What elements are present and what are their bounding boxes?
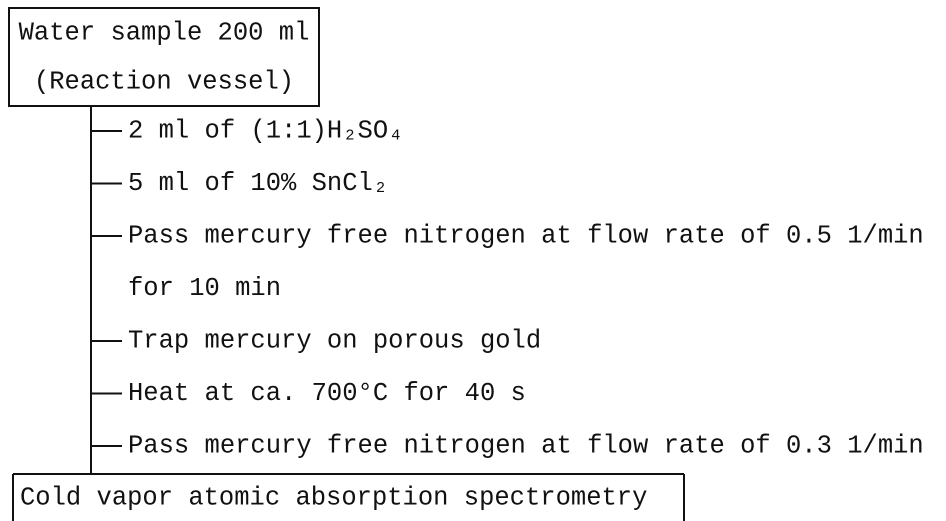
step-text: Heat at ca. 700°C for 40 s <box>128 379 526 408</box>
step-text: 5 ml of 10% SnCl₂ <box>128 169 388 198</box>
step-text: Pass mercury free nitrogen at flow rate … <box>128 222 924 251</box>
step-text: for 10 min <box>128 274 281 303</box>
start-box <box>8 7 320 107</box>
step-text: Pass mercury free nitrogen at flow rate … <box>128 432 924 461</box>
start-line: Water sample 200 ml <box>19 19 310 48</box>
start-line: (Reaction vessel) <box>34 68 294 97</box>
step-text: Trap mercury on porous gold <box>128 327 541 356</box>
end-label: Cold vapor atomic absorption spectrometr… <box>20 484 647 513</box>
step-text: 2 ml of (1:1)H₂SO₄ <box>128 117 403 146</box>
